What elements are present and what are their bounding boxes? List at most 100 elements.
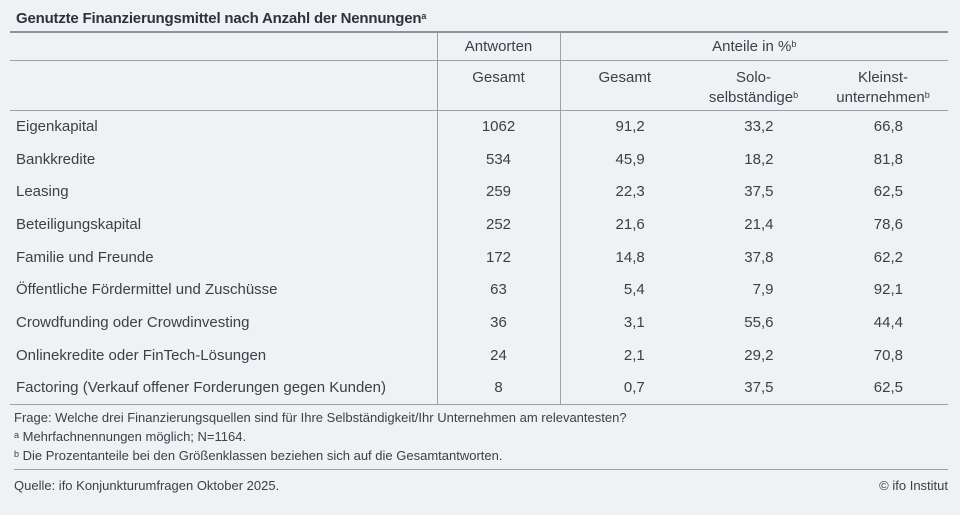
cell-value: 21,6 (615, 215, 645, 233)
row-label: Familie und Freunde (16, 248, 154, 266)
cell-anteil-gesamt: 5,4 (559, 273, 689, 307)
cell-value: 33,2 (744, 118, 774, 136)
col-header-label: unternehmen (836, 88, 925, 106)
cell-value: 92,1 (873, 281, 903, 299)
col-header-label: Solo- (735, 68, 772, 86)
footnote-b-text: Die Prozentanteile bei den Größenklassen… (19, 447, 503, 463)
table-row: Factoring (Verkauf offener Forderungen g… (10, 371, 949, 405)
footnote-a-text: Mehrfachnennungen möglich; N=1164. (19, 428, 247, 444)
cell-value: 62,5 (873, 379, 903, 397)
cell-value: 0,7 (623, 379, 645, 397)
col-header-solo: Solo-selbständigeb (689, 60, 818, 111)
cell-value: 14,8 (615, 248, 645, 266)
row-label: Eigenkapital (16, 118, 98, 136)
empty-header-cell (10, 60, 437, 111)
cell-value: 44,4 (873, 313, 903, 331)
cell-anteil-gesamt: 3,1 (559, 306, 689, 339)
footnote-a-marker: a (14, 429, 20, 440)
cell-antworten: 63 (436, 273, 560, 307)
cell-value: 81,8 (873, 150, 903, 168)
cell-value: 70,8 (873, 346, 903, 364)
row-label: Onlinekredite oder FinTech-Lösungen (16, 346, 267, 364)
col-header-anteile-gesamt: Gesamt (559, 60, 689, 111)
cell-anteil-kleinst: 78,6 (818, 208, 948, 241)
cell-value: 37,5 (744, 183, 774, 201)
group-header-row: Antworten Anteile in %b (10, 32, 949, 61)
table-header: Antworten Anteile in %b Gesamt Gesamt So… (10, 32, 949, 111)
cell-antworten: 24 (436, 338, 560, 372)
table-row: Familie und Freunde 172 14,8 37,8 62,2 (10, 240, 948, 274)
cell-value: 3,1 (623, 313, 645, 331)
row-label: Leasing (16, 183, 69, 201)
cell-anteil-kleinst: 44,4 (818, 306, 948, 339)
row-label: Factoring (Verkauf offener Forderungen g… (10, 371, 437, 405)
cell-value: 62,5 (873, 183, 903, 201)
cell-anteil-kleinst: 70,8 (818, 339, 948, 372)
group-header-antworten: Antworten (436, 32, 560, 61)
table-body: Eigenkapital 1062 91,2 33,2 66,8 Bankkre… (10, 110, 949, 405)
cell-value: 7,9 (752, 281, 774, 299)
col-header-antworten-gesamt: Gesamt (436, 60, 560, 111)
cell-antworten: 252 (436, 208, 560, 241)
cell-anteil-solo: 37,5 (689, 371, 818, 405)
cell-anteil-solo: 55,6 (689, 306, 818, 339)
cell-anteil-kleinst: 62,5 (818, 175, 948, 208)
cell-antworten: 172 (436, 240, 560, 274)
cell-value: 18,2 (744, 150, 774, 168)
group-header-anteile-label: Anteile in % (712, 37, 792, 55)
cell-anteil-solo: 18,2 (689, 143, 818, 176)
financing-table: Antworten Anteile in %b Gesamt Gesamt So… (10, 31, 949, 405)
anteile-footnote-marker: b (791, 38, 797, 49)
cell-anteil-solo: 7,9 (689, 273, 818, 306)
cell-anteil-gesamt: 22,3 (559, 175, 689, 209)
col-header-label: Gesamt (472, 68, 525, 86)
cell-value: 5,4 (623, 281, 645, 299)
cell-anteil-solo: 33,2 (689, 110, 818, 143)
group-header-anteile: Anteile in %b (559, 32, 949, 61)
solo-footnote-marker: b (793, 89, 799, 100)
cell-value: 78,6 (873, 215, 903, 233)
cell-anteil-kleinst: 62,2 (818, 241, 948, 274)
cell-value: 22,3 (615, 183, 645, 201)
cell-value: 62,2 (873, 248, 903, 266)
row-label: Bankkredite (16, 150, 96, 168)
col-header-label: selbständige (708, 88, 794, 106)
cell-value: 45,9 (615, 150, 645, 168)
col-header-label: Gesamt (598, 68, 651, 86)
figure-title-text: Genutzte Finanzierungsmittel nach Anzahl… (16, 10, 422, 27)
footnote-b: b Die Prozentanteile bei den Größenklass… (14, 446, 948, 465)
cell-value: 2,1 (623, 346, 645, 364)
cell-antworten: 534 (436, 142, 560, 176)
cell-value: 29,2 (744, 346, 774, 364)
source-line: Quelle: ifo Konjunkturumfragen Oktober 2… (14, 477, 280, 493)
cell-antworten: 1062 (436, 110, 560, 143)
cell-antworten: 8 (436, 371, 560, 405)
row-label: Crowdfunding oder Crowdinvesting (16, 313, 250, 331)
cell-anteil-kleinst: 66,8 (818, 110, 948, 143)
cell-value: 66,8 (873, 118, 903, 136)
figure-title: Genutzte Finanzierungsmittel nach Anzahl… (0, 0, 960, 29)
table-row: Eigenkapital 1062 91,2 33,2 66,8 (10, 110, 948, 143)
cell-anteil-solo: 29,2 (689, 339, 818, 372)
kleinst-footnote-marker: b (924, 89, 930, 100)
cell-antworten: 36 (436, 306, 560, 339)
table-row: Crowdfunding oder Crowdinvesting 36 3,1 … (10, 306, 948, 339)
footnote-question: Frage: Welche drei Finanzierungsquellen … (14, 409, 627, 425)
cell-anteil-gesamt: 0,7 (559, 371, 689, 405)
cell-anteil-solo: 37,8 (689, 241, 818, 274)
table-row: Öffentliche Fördermittel und Zuschüsse 6… (10, 273, 948, 307)
table-row: Beteiligungskapital 252 21,6 21,4 78,6 (10, 208, 948, 241)
cell-anteil-kleinst: 81,8 (818, 143, 948, 176)
cell-value: 55,6 (744, 313, 774, 331)
row-label: Beteiligungskapital (16, 215, 142, 233)
table-row: Leasing 259 22,3 37,5 62,5 (10, 175, 948, 209)
cell-value: 91,2 (615, 118, 645, 136)
cell-anteil-solo: 21,4 (689, 208, 818, 241)
cell-anteil-kleinst: 62,5 (818, 371, 949, 405)
cell-anteil-gesamt: 14,8 (559, 240, 689, 274)
table-row: Onlinekredite oder FinTech-Lösungen 24 2… (10, 338, 948, 372)
copyright-line: © ifo Institut (879, 477, 948, 493)
cell-anteil-gesamt: 91,2 (559, 110, 689, 143)
cell-anteil-gesamt: 45,9 (559, 142, 689, 176)
